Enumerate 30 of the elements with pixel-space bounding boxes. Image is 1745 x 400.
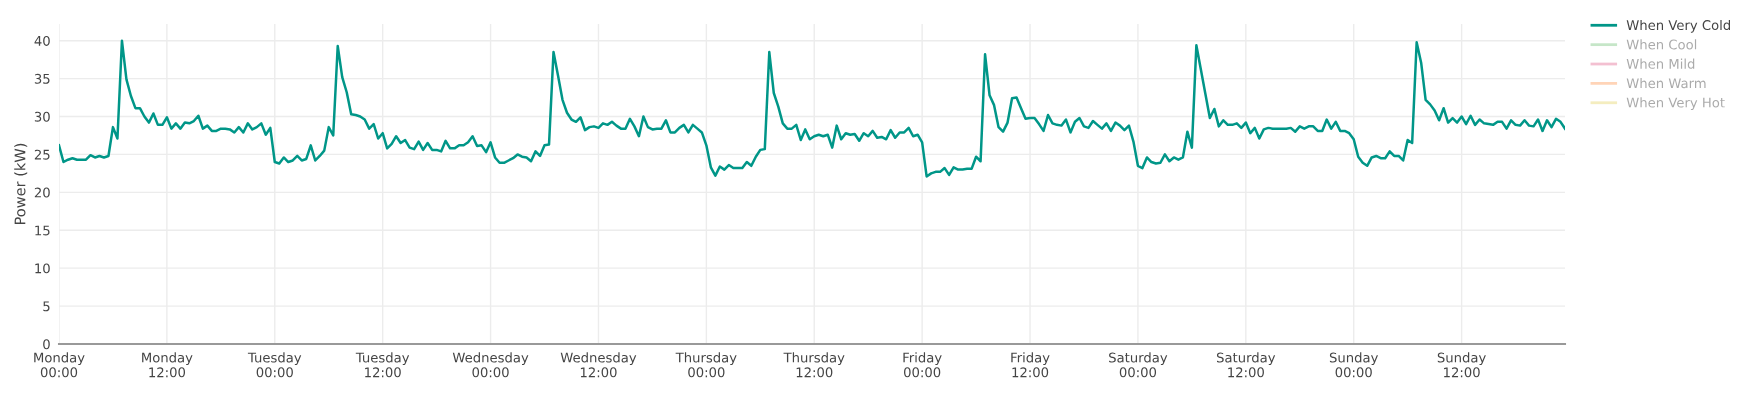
- x-tick-label: Tuesday 00:00: [247, 352, 302, 378]
- y-axis-title: Power (kW): [14, 143, 28, 225]
- x-tick-label: Tuesday 12:00: [355, 352, 410, 378]
- y-tick-label: 30: [34, 111, 50, 122]
- y-tick-label: 40: [34, 35, 50, 46]
- x-tick-label: Thursday 00:00: [675, 352, 737, 378]
- y-tick-label: 15: [35, 225, 50, 236]
- y-tick-label: 20: [34, 187, 50, 198]
- legend-label: When Cool: [1626, 39, 1697, 50]
- x-tick-label: Wednesday 12:00: [560, 352, 637, 378]
- y-tick-label: 0: [43, 339, 50, 350]
- legend-label: When Very Cold: [1626, 19, 1730, 33]
- y-tick-label: 5: [43, 301, 50, 312]
- x-tick-label: Saturday 00:00: [1109, 352, 1168, 378]
- x-tick-label: Monday 12:00: [142, 352, 193, 378]
- x-tick-label: Saturday 12:00: [1216, 352, 1276, 378]
- x-tick-label: Sunday 00:00: [1329, 352, 1378, 378]
- x-tick-label: Wednesday 00:00: [452, 352, 529, 378]
- x-tick-label: Sunday 12:00: [1437, 352, 1486, 378]
- y-tick-label: 35: [34, 73, 50, 84]
- legend-label: When Mild: [1626, 58, 1695, 69]
- x-tick-label: Monday 00:00: [34, 352, 85, 378]
- x-tick-label: Friday 00:00: [903, 352, 942, 378]
- y-tick-label: 10: [35, 263, 50, 274]
- y-tick-label: 25: [34, 149, 50, 160]
- x-tick-label: Friday 12:00: [1011, 352, 1050, 378]
- x-tick-label: Thursday 12:00: [783, 352, 845, 378]
- legend-label: When Very Hot: [1626, 97, 1725, 111]
- legend-label: When Warm: [1626, 77, 1706, 89]
- line-series: [59, 39, 1565, 178]
